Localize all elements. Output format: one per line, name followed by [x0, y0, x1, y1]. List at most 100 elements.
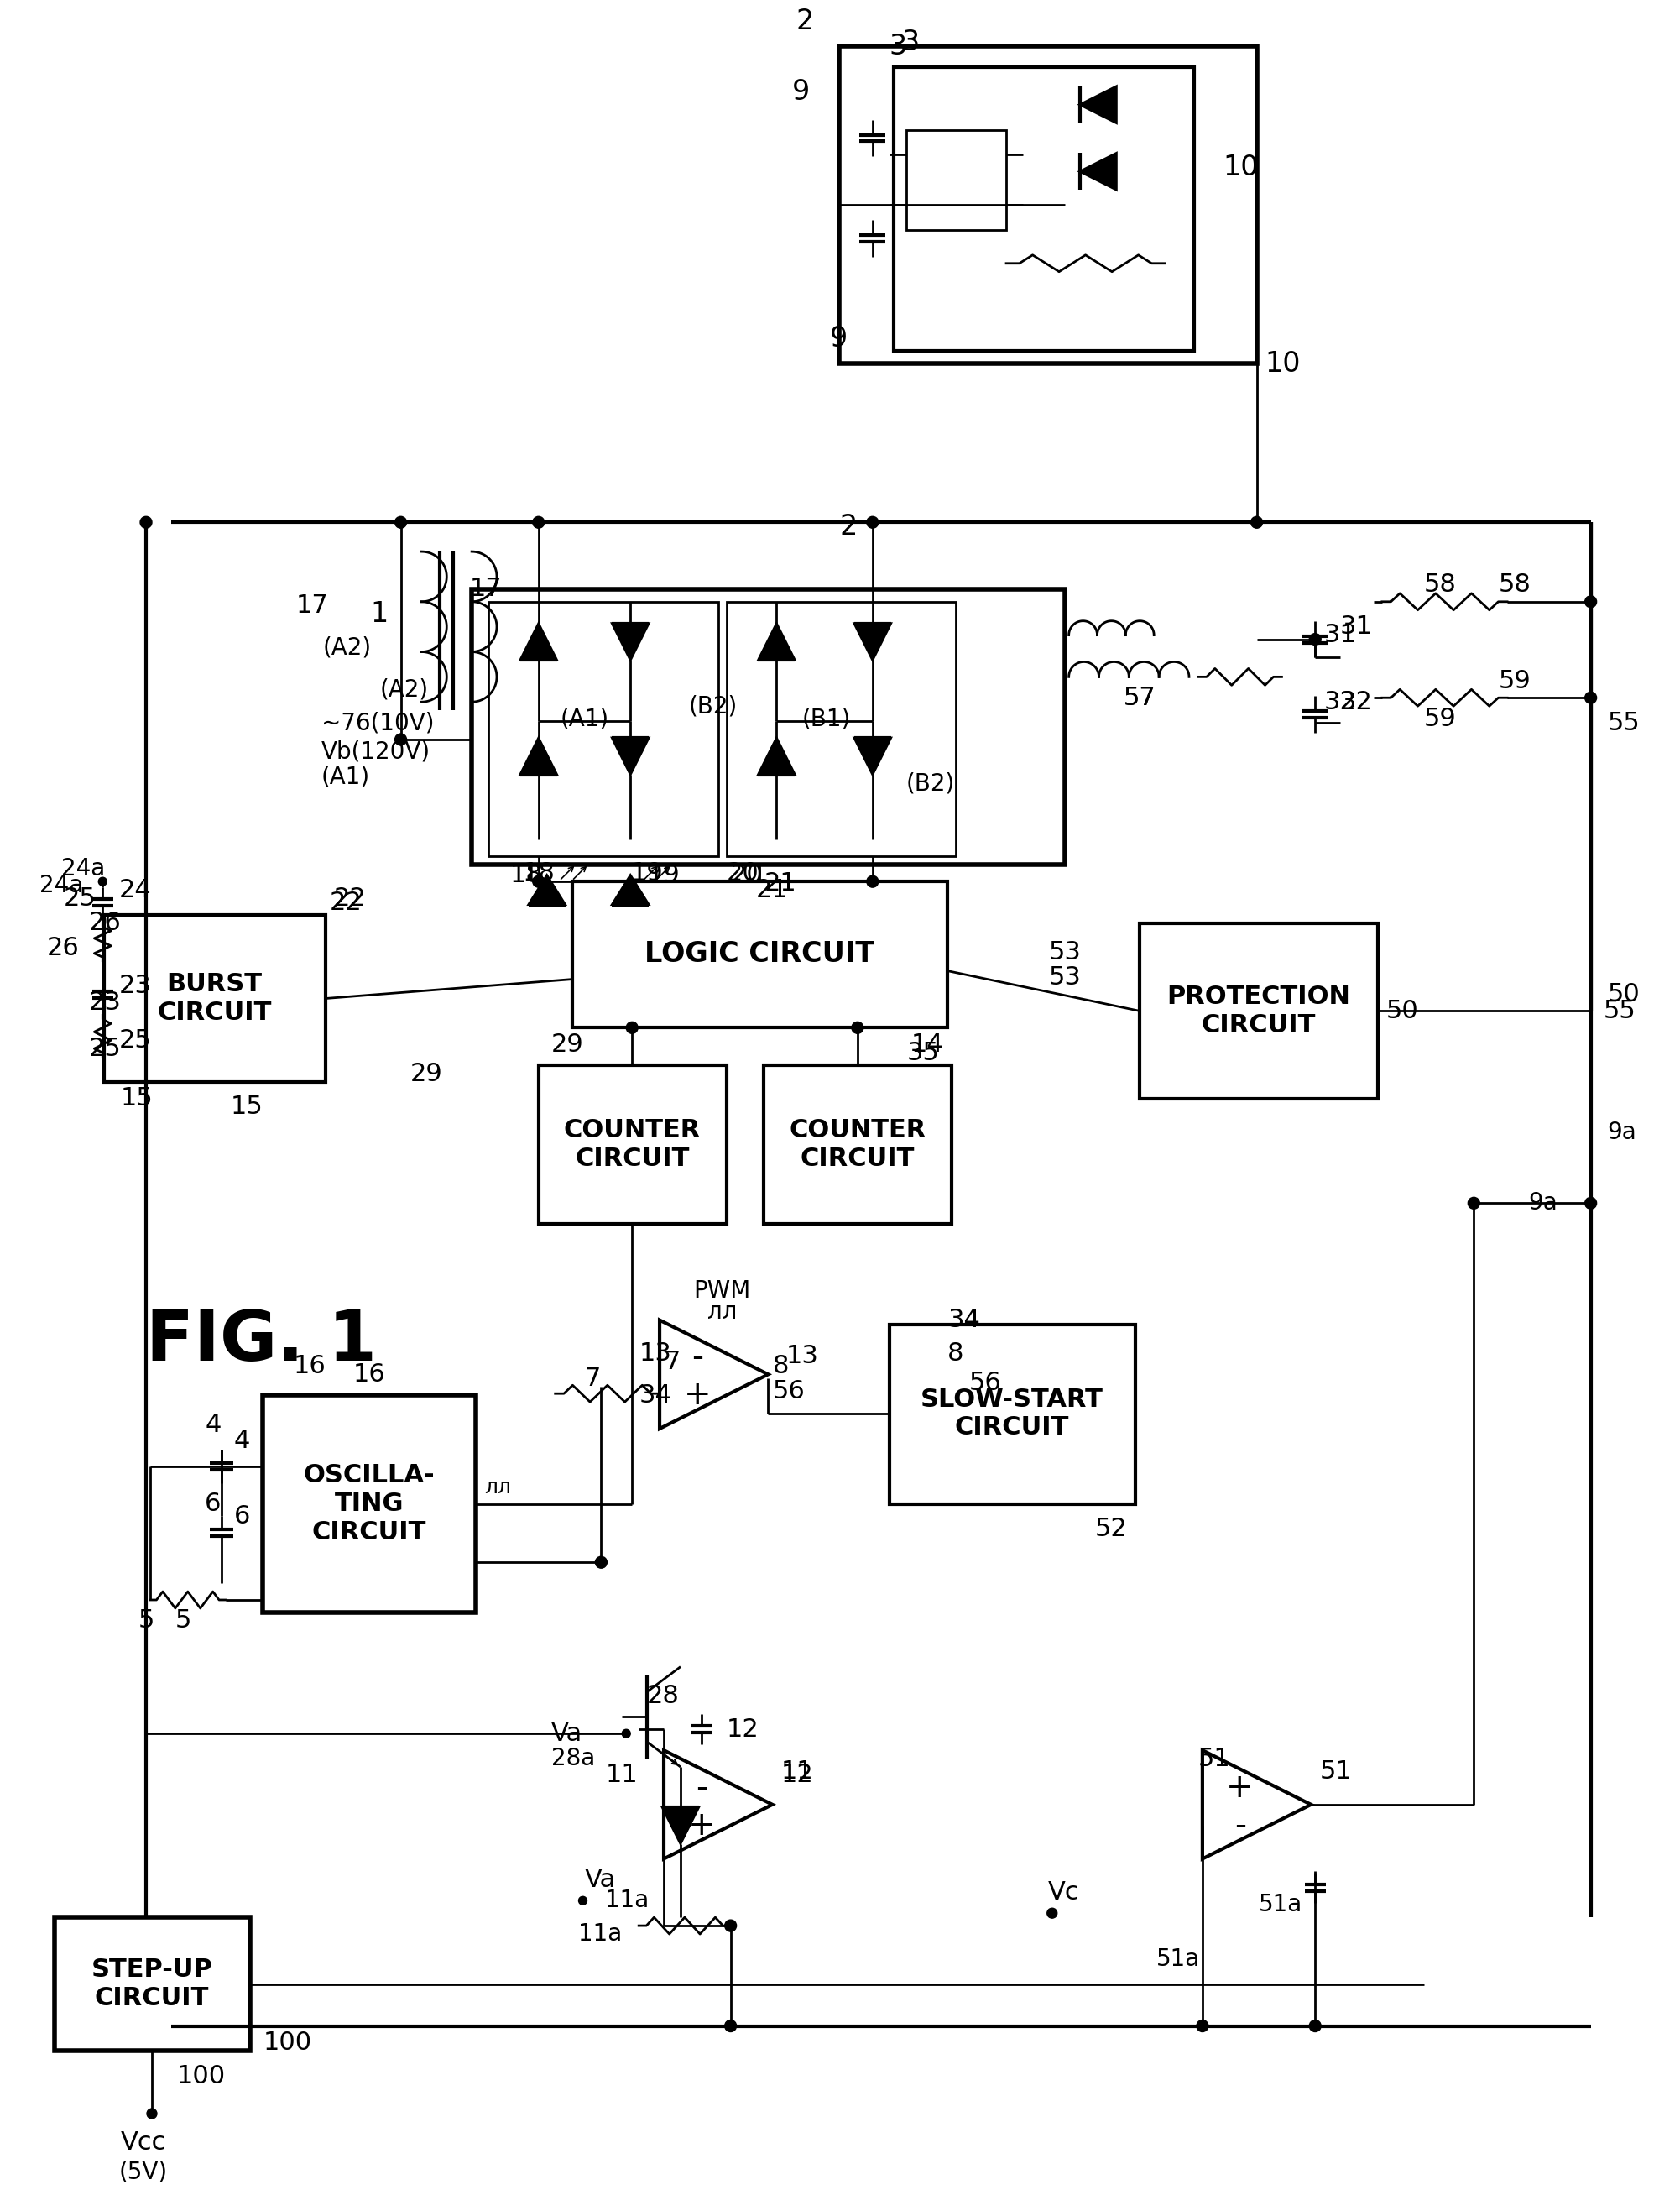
Circle shape: [627, 1023, 638, 1034]
Text: 29: 29: [410, 1062, 442, 1086]
Circle shape: [99, 878, 108, 885]
Text: -: -: [692, 1342, 702, 1373]
Text: 19: 19: [630, 861, 664, 885]
Text: SLOW-START
CIRCUIT: SLOW-START CIRCUIT: [921, 1386, 1104, 1439]
Text: 55: 55: [1603, 999, 1636, 1023]
Text: STEP-UP
CIRCUIT: STEP-UP CIRCUIT: [91, 1958, 213, 2010]
Bar: [489, 602, 717, 856]
Text: +: +: [1226, 1772, 1253, 1805]
Text: 11a: 11a: [578, 1923, 622, 1945]
Text: 13: 13: [786, 1345, 818, 1369]
Text: 35: 35: [907, 1040, 939, 1064]
Text: FIG. 1: FIG. 1: [146, 1307, 376, 1375]
Text: 7: 7: [664, 1349, 680, 1373]
Bar: [104, 915, 326, 1082]
Circle shape: [395, 734, 407, 745]
Text: 9a: 9a: [1608, 1121, 1636, 1143]
Text: OSCILLA-
TING
CIRCUIT: OSCILLA- TING CIRCUIT: [304, 1463, 435, 1544]
Circle shape: [533, 876, 544, 887]
Text: 18: 18: [522, 861, 554, 885]
Text: 6: 6: [205, 1491, 222, 1515]
Text: 20: 20: [726, 861, 759, 885]
Text: Vc: Vc: [1048, 1879, 1080, 1905]
Bar: [54, 1916, 250, 2052]
Text: 24: 24: [119, 878, 151, 902]
Text: 11: 11: [605, 1763, 638, 1787]
Text: (B2): (B2): [689, 694, 738, 718]
Text: 31: 31: [1341, 615, 1373, 639]
Text: -: -: [696, 1772, 707, 1805]
Circle shape: [1584, 692, 1596, 703]
Text: 19: 19: [647, 863, 680, 887]
Text: 34: 34: [948, 1307, 981, 1332]
Text: 32: 32: [1324, 690, 1356, 714]
Text: COUNTER
CIRCUIT: COUNTER CIRCUIT: [790, 1119, 926, 1172]
Circle shape: [852, 1023, 864, 1034]
Circle shape: [1196, 2019, 1208, 2032]
Text: 9: 9: [830, 324, 847, 353]
Text: 12: 12: [781, 1763, 813, 1787]
Text: 51a: 51a: [1258, 1892, 1302, 1916]
Text: 1: 1: [370, 600, 388, 629]
Text: 6: 6: [234, 1505, 250, 1529]
Polygon shape: [612, 876, 648, 904]
Text: 11a: 11a: [605, 1888, 648, 1912]
Text: 51a: 51a: [1156, 1947, 1200, 1971]
Text: 16: 16: [292, 1353, 326, 1378]
Text: 21: 21: [756, 878, 788, 902]
Polygon shape: [853, 624, 890, 659]
Text: 24a: 24a: [40, 874, 84, 898]
Text: 32: 32: [1341, 690, 1373, 714]
Text: 34: 34: [640, 1384, 672, 1408]
Text: 21: 21: [764, 872, 796, 896]
Text: 59: 59: [1425, 707, 1457, 731]
Text: LOGIC CIRCUIT: LOGIC CIRCUIT: [645, 940, 875, 968]
Text: 100: 100: [264, 2030, 312, 2054]
Text: 100: 100: [176, 2063, 225, 2089]
Text: 8: 8: [948, 1340, 964, 1367]
Text: COUNTER
CIRCUIT: COUNTER CIRCUIT: [563, 1119, 701, 1172]
Text: 31: 31: [1324, 622, 1356, 648]
Polygon shape: [1080, 153, 1117, 191]
Circle shape: [578, 1897, 586, 1905]
Circle shape: [1584, 596, 1596, 607]
Text: 56: 56: [773, 1380, 805, 1404]
Polygon shape: [612, 624, 648, 659]
Text: 16: 16: [353, 1362, 385, 1386]
Text: 13: 13: [640, 1340, 672, 1367]
Circle shape: [595, 1557, 606, 1568]
Text: 23: 23: [89, 990, 121, 1014]
Circle shape: [724, 1921, 736, 1932]
Text: 53: 53: [1048, 966, 1082, 990]
Text: 3: 3: [889, 33, 907, 59]
Text: +: +: [684, 1380, 711, 1410]
Text: 17: 17: [470, 576, 502, 602]
Text: +: +: [687, 1809, 716, 1842]
Circle shape: [622, 1730, 630, 1737]
Text: 57: 57: [1124, 685, 1156, 710]
Polygon shape: [758, 624, 795, 659]
Text: 22: 22: [334, 887, 366, 911]
Text: 56: 56: [969, 1371, 1001, 1395]
Bar: [571, 883, 948, 1027]
Text: (B2): (B2): [906, 773, 954, 795]
Text: 2: 2: [840, 512, 857, 541]
Text: 53: 53: [1048, 940, 1082, 964]
Text: 5: 5: [175, 1610, 192, 1634]
Text: 18: 18: [509, 863, 543, 887]
Bar: [1139, 924, 1378, 1099]
Text: 10: 10: [1223, 153, 1258, 182]
Circle shape: [533, 517, 544, 528]
Text: 8: 8: [773, 1353, 788, 1378]
Polygon shape: [853, 738, 890, 775]
Text: ~76(10V): ~76(10V): [321, 712, 433, 734]
Bar: [264, 1395, 475, 1612]
Text: 5: 5: [138, 1610, 155, 1634]
Text: 28: 28: [647, 1684, 680, 1708]
Text: (5V): (5V): [119, 2159, 168, 2183]
Circle shape: [139, 517, 151, 528]
Polygon shape: [521, 738, 556, 775]
Text: 7: 7: [585, 1367, 601, 1391]
Text: 58: 58: [1425, 574, 1457, 598]
Polygon shape: [521, 624, 556, 659]
